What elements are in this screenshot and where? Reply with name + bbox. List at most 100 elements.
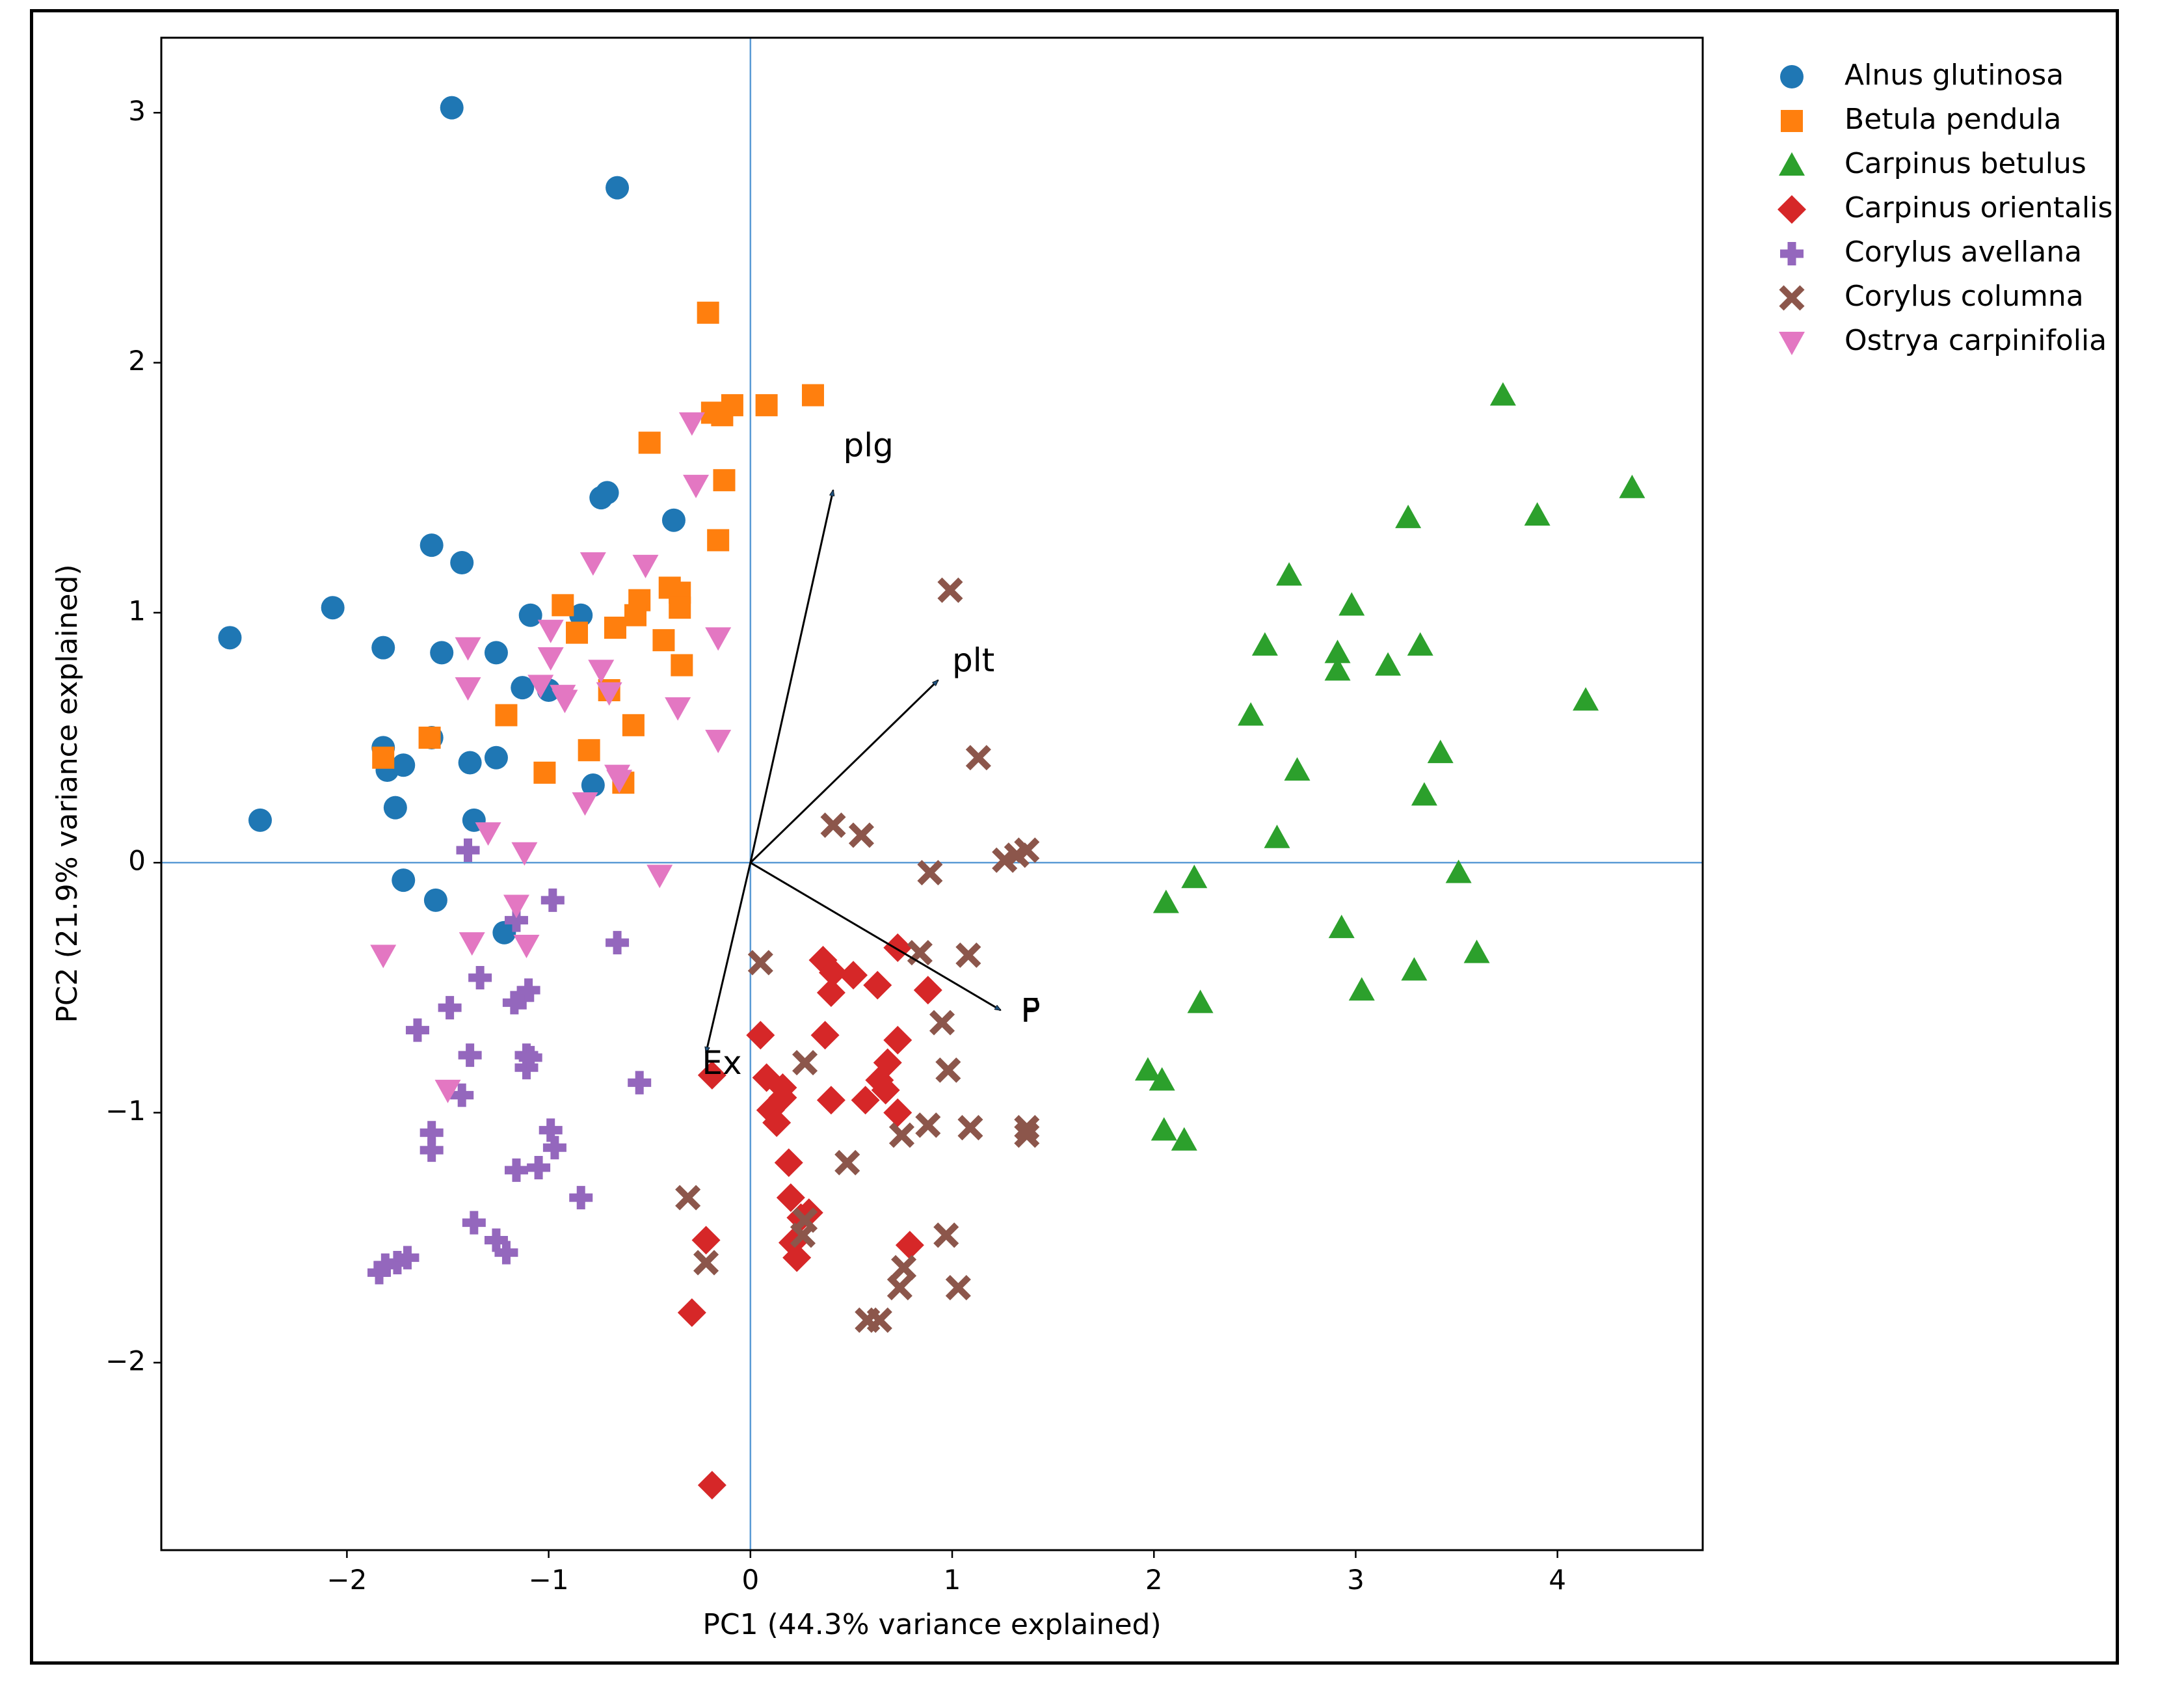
data-point [871, 1075, 900, 1105]
data-point [638, 431, 661, 454]
data-point [1014, 1122, 1040, 1148]
loading-label-plg: plg [844, 427, 894, 464]
data-point [569, 603, 593, 627]
data-point [383, 796, 407, 820]
y-tick-label: 0 [128, 845, 146, 877]
data-point [1348, 977, 1375, 1001]
legend-item: Corylus columna [1779, 280, 2084, 313]
data-point [537, 619, 564, 643]
data-point [675, 1185, 701, 1211]
y-tick-label: 3 [128, 95, 146, 127]
data-point [774, 1148, 803, 1177]
data-point [1134, 1057, 1161, 1081]
data-point [755, 394, 778, 416]
x-tick-label: 3 [1347, 1564, 1365, 1596]
data-point [965, 745, 991, 771]
data-point [606, 931, 630, 955]
data-point [697, 1471, 726, 1500]
data-point [661, 508, 686, 532]
legend-item: Alnus glutinosa [1780, 59, 2064, 92]
data-point [1238, 702, 1264, 726]
data-point [511, 842, 538, 866]
legend-item: Corylus avellana [1780, 235, 2082, 269]
data-point [839, 961, 868, 990]
data-point [851, 1086, 880, 1115]
x-tick-label: 1 [944, 1564, 961, 1596]
data-point [721, 394, 743, 416]
legend-item: Carpinus betulus [1779, 147, 2086, 180]
data-point [518, 1045, 542, 1069]
data-point [1619, 474, 1645, 498]
data-point [873, 1048, 902, 1077]
data-point [677, 1298, 706, 1327]
legend-label: Ostrya carpinifolia [1844, 324, 2107, 357]
data-point [818, 958, 847, 987]
data-point [392, 753, 416, 777]
data-point [419, 1121, 444, 1145]
data-point [430, 641, 454, 665]
series-alnus-glutinosa [218, 96, 686, 945]
data-point [792, 1207, 818, 1233]
figure-border [30, 9, 2119, 1665]
data-point [588, 660, 615, 684]
data-point [671, 654, 693, 677]
loading-arrow-f [750, 861, 1001, 1012]
data-point [816, 978, 846, 1008]
data-point [455, 677, 481, 701]
data-point [883, 1026, 912, 1055]
data-point [458, 1043, 482, 1067]
data-point [697, 301, 719, 324]
data-point [1375, 652, 1402, 676]
data-point [1463, 939, 1490, 963]
data-point [1411, 782, 1437, 806]
legend-marker [1780, 65, 1804, 88]
data-point [459, 932, 485, 956]
data-point [438, 996, 462, 1020]
legend-marker [1781, 110, 1803, 132]
data-point [1324, 657, 1351, 681]
data-point [1152, 889, 1179, 913]
data-point [810, 1021, 840, 1050]
data-point [511, 986, 535, 1010]
data-point [632, 554, 659, 578]
data-point [669, 597, 691, 619]
data-point [1524, 502, 1551, 526]
legend: Alnus glutinosa Betula pendula Carpinus be… [1778, 59, 2112, 357]
data-point [419, 533, 444, 557]
data-point [1014, 1115, 1040, 1141]
data-point [693, 1250, 719, 1276]
data-point [705, 729, 732, 753]
data-point [458, 751, 482, 775]
data-point [1171, 1127, 1197, 1151]
data-point [484, 745, 508, 770]
legend-item: Ostrya carpinifolia [1779, 324, 2107, 357]
data-point [1251, 632, 1278, 656]
legend-marker [1779, 152, 1805, 176]
data-point [646, 865, 673, 889]
data-point [495, 704, 518, 727]
data-point [405, 1018, 429, 1042]
data-point [367, 1261, 392, 1285]
data-point [604, 616, 626, 639]
data-point [370, 945, 397, 969]
legend-label: Alnus glutinosa [1844, 59, 2064, 92]
data-point [683, 474, 710, 498]
data-point [569, 1186, 593, 1210]
data-point [440, 96, 464, 120]
data-point [475, 822, 501, 846]
data-point [886, 1274, 912, 1301]
data-point [1573, 687, 1599, 711]
series-betula-pendula [372, 301, 824, 794]
data-point [713, 469, 736, 492]
data-point [418, 727, 441, 749]
data-point [929, 1010, 955, 1036]
data-point [462, 1211, 486, 1235]
data-point [697, 1060, 726, 1090]
legend-marker [1779, 332, 1805, 355]
data-point [1181, 865, 1208, 889]
data-point [917, 860, 943, 886]
data-point [883, 933, 912, 962]
loading-label-plt: plt [952, 641, 994, 679]
y-tick-label: 2 [128, 345, 146, 377]
series-ostrya-carpinifolia [370, 412, 732, 1103]
